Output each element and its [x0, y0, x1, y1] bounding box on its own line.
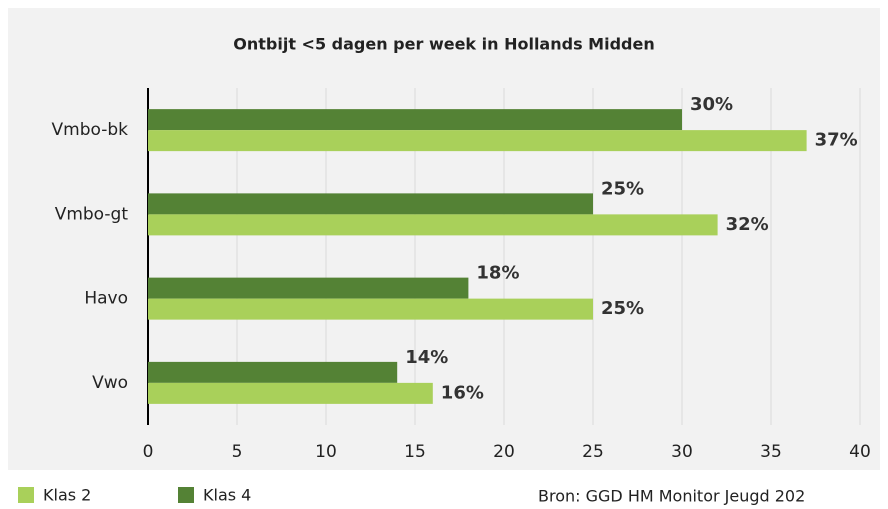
legend-swatch [178, 487, 194, 503]
value-label: 16% [441, 382, 484, 403]
bar [148, 361, 398, 383]
x-tick-label: 25 [582, 442, 604, 462]
legend-label: Klas 2 [43, 486, 91, 505]
source: Bron: GGD HM Monitor Jeugd 202 [538, 487, 805, 506]
x-tick-label: 5 [232, 442, 243, 462]
y-tick-label: Vmbo-bk [52, 120, 129, 140]
bar [148, 277, 469, 299]
x-tick-label: 30 [671, 442, 693, 462]
bar [148, 214, 718, 236]
y-tick-label: Vmbo-gt [55, 204, 129, 224]
bar [148, 193, 593, 215]
bar [148, 298, 593, 320]
value-label: 37% [815, 130, 858, 151]
value-label: 25% [601, 298, 644, 319]
bar [148, 382, 433, 404]
chart-title: Ontbijt <5 dagen per week in Hollands Mi… [233, 35, 654, 54]
value-label: 14% [405, 347, 448, 368]
x-tick-label: 40 [849, 442, 871, 462]
value-label: 25% [601, 178, 644, 199]
y-tick-label: Vwo [92, 373, 128, 393]
x-tick-label: 15 [404, 442, 426, 462]
value-label: 30% [690, 94, 733, 115]
x-tick-label: 20 [493, 442, 515, 462]
bar [148, 109, 682, 131]
x-tick-label: 10 [315, 442, 337, 462]
x-tick-label: 35 [760, 442, 782, 462]
legend-label: Klas 4 [203, 486, 251, 505]
value-label: 32% [726, 214, 769, 235]
legend-swatch [18, 487, 34, 503]
value-label: 18% [476, 263, 519, 284]
bar [148, 130, 807, 152]
x-tick-label: 0 [143, 442, 154, 462]
y-tick-label: Havo [84, 289, 128, 309]
